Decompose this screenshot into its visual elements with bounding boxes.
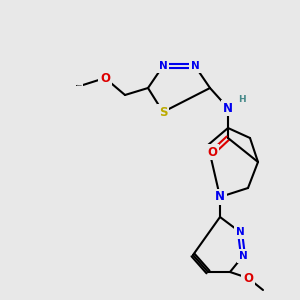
- Text: N: N: [159, 61, 167, 71]
- Text: O: O: [243, 272, 253, 284]
- Text: S: S: [159, 106, 167, 118]
- Text: N: N: [238, 251, 247, 261]
- Text: methoxy: methoxy: [75, 84, 81, 85]
- Text: H: H: [238, 95, 246, 104]
- Text: O: O: [207, 146, 217, 158]
- Text: N: N: [223, 101, 233, 115]
- Text: N: N: [215, 190, 225, 203]
- Text: methoxy: methoxy: [76, 84, 82, 86]
- Text: O: O: [100, 71, 110, 85]
- Text: N: N: [190, 61, 200, 71]
- Text: N: N: [236, 227, 244, 237]
